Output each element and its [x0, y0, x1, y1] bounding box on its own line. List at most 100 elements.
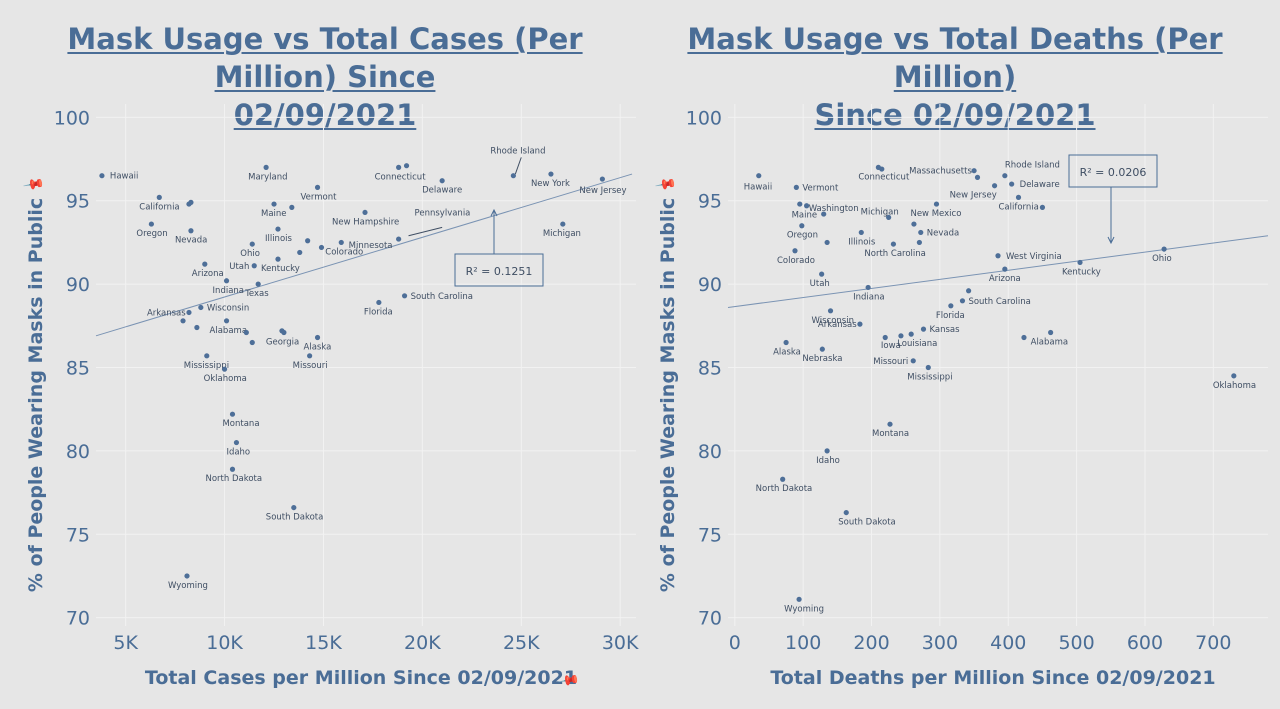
r2-arrowhead	[490, 208, 498, 217]
data-point	[827, 308, 834, 314]
x-tick-label: 30K	[602, 632, 639, 654]
data-point	[824, 448, 830, 454]
data-point	[401, 293, 408, 299]
point-label: Illinois	[265, 234, 293, 244]
data-point	[1021, 334, 1027, 341]
chart-title-cases: Mask Usage vs Total Cases (Per Million) …	[10, 20, 640, 134]
y-tick-label: 90	[698, 274, 722, 296]
data-point	[797, 201, 803, 207]
data-point	[229, 411, 236, 417]
data-point	[1077, 259, 1083, 266]
point-label: Nebraska	[802, 354, 842, 364]
title-line-1: Mask Usage vs Total Cases (Per Million) …	[67, 22, 583, 94]
point-label: Alaska	[304, 342, 332, 352]
point-label: South Carolina	[968, 297, 1030, 307]
data-point	[263, 164, 269, 170]
label-leader	[408, 226, 443, 237]
point-label: Pennsylvania	[415, 209, 471, 219]
point-label: Kentucky	[1062, 267, 1101, 277]
point-label: Texas	[244, 289, 269, 299]
point-label: Vermont	[802, 183, 839, 193]
data-point	[1015, 194, 1022, 200]
x-tick-label: 400	[990, 632, 1026, 654]
data-point	[156, 194, 162, 200]
point-label: Kentucky	[261, 264, 300, 274]
data-point	[1161, 246, 1167, 252]
data-point	[99, 173, 105, 179]
trend-line	[95, 173, 633, 337]
data-point	[291, 504, 297, 511]
point-label: Indiana	[853, 292, 884, 302]
point-label: Oklahoma	[204, 374, 247, 384]
point-label: Louisiana	[897, 339, 937, 349]
data-point	[1039, 204, 1046, 210]
data-point	[911, 221, 917, 227]
x-axis-label: Total Cases per Million Since 02/09/2021	[145, 667, 577, 689]
data-point	[314, 334, 321, 341]
data-point	[792, 248, 798, 254]
y-tick-label: 70	[66, 608, 90, 630]
point-label: New York	[531, 179, 570, 189]
point-label: Arkansas	[147, 308, 186, 318]
y-tick-label: 70	[698, 608, 722, 630]
title-line-2: Since 02/09/2021	[814, 98, 1096, 132]
data-point	[857, 321, 863, 327]
x-tick-label: 10K	[206, 632, 243, 654]
point-label: South Dakota	[266, 513, 324, 523]
point-label: North Dakota	[756, 484, 813, 494]
point-label: Wyoming	[784, 604, 824, 614]
x-tick-label: 500	[1058, 632, 1094, 654]
data-point	[314, 184, 321, 190]
data-point	[819, 271, 825, 277]
point-label: Wisconsin	[207, 303, 249, 313]
y-tick-label: 90	[66, 274, 90, 296]
point-label: Nevada	[175, 236, 207, 246]
data-point	[783, 339, 789, 346]
chart-title-deaths: Mask Usage vs Total Deaths (Per Million)…	[640, 20, 1270, 134]
data-point	[318, 244, 325, 251]
point-label: Massachusetts	[909, 167, 972, 177]
data-point	[376, 299, 382, 306]
data-point	[796, 596, 802, 602]
title-line-1: Mask Usage vs Total Deaths (Per Million)	[687, 22, 1223, 94]
data-point	[804, 203, 810, 209]
data-point	[180, 318, 186, 324]
point-label: Delaware	[1020, 180, 1060, 190]
point-label: California	[999, 202, 1039, 212]
x-tick-label: 300	[922, 632, 958, 654]
data-point	[289, 204, 295, 210]
point-label: Wyoming	[168, 581, 208, 591]
data-point	[843, 509, 849, 516]
point-label: Hawaii	[110, 172, 138, 182]
point-label: Maine	[792, 211, 818, 221]
point-label: California	[139, 202, 179, 212]
point-label: Mississippi	[184, 361, 229, 371]
data-point	[819, 346, 825, 352]
point-label: Alabama	[210, 326, 247, 336]
y-axis-label: % of People Wearing Masks in Public	[25, 198, 47, 592]
point-label: Connecticut	[858, 172, 910, 182]
data-point	[890, 241, 897, 247]
point-label: Rhode Island	[1005, 161, 1060, 171]
data-point	[948, 303, 954, 309]
point-label: Nevada	[927, 228, 959, 238]
data-point	[307, 353, 313, 359]
point-label: Idaho	[226, 448, 250, 458]
data-point	[305, 238, 311, 244]
point-label: Iowa	[881, 341, 901, 351]
x-tick-label: 20K	[404, 632, 441, 654]
data-point	[882, 334, 888, 341]
point-label: Illinois	[848, 237, 876, 247]
data-point	[918, 229, 924, 236]
point-label: Oklahoma	[1213, 381, 1256, 391]
data-point	[275, 256, 281, 262]
data-point	[279, 328, 285, 334]
point-label: Utah	[229, 262, 249, 272]
r2-annotation: R² = 0.0206	[1080, 166, 1147, 179]
data-point	[510, 173, 516, 179]
y-tick-label: 100	[686, 107, 722, 129]
y-tick-label: 100	[54, 107, 90, 129]
point-label: New Jersey	[579, 186, 626, 196]
data-point	[297, 249, 303, 256]
